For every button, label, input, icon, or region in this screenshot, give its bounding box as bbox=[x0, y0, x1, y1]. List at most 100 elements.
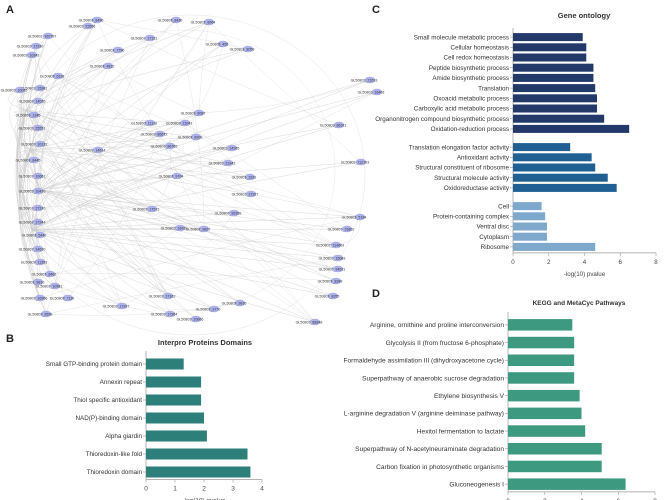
network-edge bbox=[25, 48, 249, 111]
network-edge bbox=[19, 35, 49, 91]
network-node bbox=[217, 40, 229, 48]
network-node bbox=[162, 292, 174, 300]
panel-c-label-structural-constituent-of-ribosome: Structural constituent of ribosome bbox=[415, 165, 509, 172]
network-edge bbox=[33, 114, 169, 297]
network-node bbox=[34, 231, 46, 239]
panel-c-label-amide-biosynthetic-process: Amide biosynthetic process bbox=[432, 75, 509, 82]
network-node bbox=[222, 159, 234, 167]
panel-d-label-gluconeogenesis-i: Gluconeogenesis I bbox=[449, 481, 504, 488]
network-edge bbox=[29, 229, 69, 299]
panel-b-x-tick-label: 2 bbox=[202, 486, 206, 493]
network-edge bbox=[39, 216, 361, 299]
placeholder-box bbox=[12, 30, 26, 42]
network-edge bbox=[39, 189, 348, 230]
network-edge bbox=[31, 229, 339, 270]
network-edge bbox=[39, 175, 178, 191]
panel-c-bar-ribosome bbox=[513, 242, 596, 251]
network-edge bbox=[19, 89, 123, 307]
network-edge bbox=[19, 109, 47, 315]
panel-c-x-tick-label: 2 bbox=[547, 259, 551, 266]
panel-c-bar-protein-containing-complex bbox=[513, 212, 546, 221]
panel-d-label-ethylene-biosynthesis-v: Ethylene biosynthesis V bbox=[434, 393, 505, 400]
network-node bbox=[91, 16, 103, 24]
network-edge bbox=[45, 37, 151, 315]
network-edge bbox=[184, 122, 251, 178]
network-edge bbox=[14, 14, 366, 336]
network-edge bbox=[31, 229, 339, 259]
panel-d-label-superpathway-of-anaerobic-sucrose-degradation: Superpathway of anaerobic sucrose degrad… bbox=[362, 375, 504, 382]
network-node-label: GL50803_25551 bbox=[19, 127, 46, 131]
panel-c-bar-oxidoreductase-activity bbox=[513, 183, 617, 192]
network-node bbox=[32, 218, 44, 226]
network-node-label: GL50803_5184 bbox=[342, 216, 367, 220]
network-node-label: GL50803_17337 bbox=[103, 305, 130, 309]
network-edge bbox=[16, 114, 35, 151]
panel-c-label-peptide-biosynthetic-process: Peptide biosynthetic process bbox=[429, 65, 509, 72]
panel-d-bar-formaldehyde-assimilation-iii-dihydroxyacetone-cycle bbox=[508, 354, 575, 366]
network-edge bbox=[25, 109, 252, 195]
network-edge bbox=[9, 89, 31, 151]
network-edge bbox=[33, 65, 109, 161]
network-node-label: GL50803_15083 bbox=[319, 257, 346, 261]
network-edge bbox=[31, 19, 98, 231]
network-nodes: GL50803_8496 GL50803_22656 GL50803_8430 GL5… bbox=[1, 16, 384, 326]
network-edge bbox=[19, 149, 41, 236]
panel-c-label-protein-containing-complex: Protein-containing complex bbox=[433, 214, 510, 221]
network-node-label: GL50803_5442 bbox=[22, 234, 47, 238]
network-node bbox=[333, 121, 345, 129]
panel-d-x-tick-label: 6 bbox=[616, 498, 620, 500]
network-node bbox=[179, 119, 191, 127]
network-node bbox=[174, 224, 186, 232]
network-node-label: GL50803_7796 bbox=[100, 49, 125, 53]
network-edge bbox=[37, 175, 51, 275]
network-edge bbox=[31, 229, 171, 315]
network-edge bbox=[37, 175, 339, 270]
network-edge bbox=[25, 109, 229, 164]
network-node-label: GL50803_3331 bbox=[232, 176, 257, 180]
network-node-label: GL50803_11118 bbox=[131, 122, 157, 126]
network-node bbox=[30, 42, 42, 50]
network-edge bbox=[18, 149, 39, 177]
network-node-label: GL50803_9770 bbox=[196, 308, 221, 312]
panel-c-bar-oxidation-reduction-process bbox=[513, 124, 630, 133]
network-edge bbox=[39, 189, 334, 297]
network-node bbox=[42, 32, 54, 40]
network-edge bbox=[31, 229, 334, 297]
network-edge bbox=[250, 193, 361, 218]
network-edge bbox=[39, 189, 339, 270]
network-node-label: GL50803_20666 bbox=[177, 318, 204, 322]
network-edge bbox=[39, 124, 340, 191]
network-edge bbox=[31, 229, 316, 323]
network-node bbox=[32, 187, 44, 195]
network-node-label: GL50803_16906 bbox=[21, 297, 48, 301]
network-edge bbox=[159, 133, 205, 230]
network-node-label: GL50803_162797 bbox=[28, 35, 57, 39]
network-node bbox=[49, 282, 61, 290]
network-edge bbox=[169, 43, 224, 147]
network-edge bbox=[35, 45, 171, 315]
network-edge bbox=[25, 109, 337, 282]
network-node-label: GL50803_14265 bbox=[213, 147, 240, 151]
network-node-label: GL50803_10981 bbox=[36, 285, 63, 289]
network-node-label: GL50803_15981 bbox=[21, 87, 48, 91]
network-node-label: GL50803_8430 bbox=[158, 19, 183, 23]
panel-b-label-alpha-giardin: Alpha giardin bbox=[105, 433, 142, 440]
network-node bbox=[226, 144, 238, 152]
panel-b-x-axis-label: -log(10) pvalue bbox=[182, 498, 226, 500]
network-node bbox=[234, 299, 246, 307]
panel-c-bar-cellular-homeostasis bbox=[513, 43, 587, 52]
placeholder-box bbox=[370, 26, 384, 38]
network-node-label: GL50803_22656 bbox=[69, 25, 96, 29]
network-edge bbox=[19, 89, 41, 263]
panel-b-bar-small-gtp-binding-protein-domain bbox=[146, 358, 184, 370]
network-edge bbox=[57, 75, 337, 246]
network-node-label: GL50803_86311 bbox=[320, 124, 347, 128]
network-node bbox=[309, 318, 321, 326]
network-node-label: GL50803_10343 bbox=[13, 54, 40, 58]
network-edge bbox=[39, 21, 210, 236]
network-edge bbox=[19, 89, 316, 323]
network-edge bbox=[29, 48, 249, 151]
